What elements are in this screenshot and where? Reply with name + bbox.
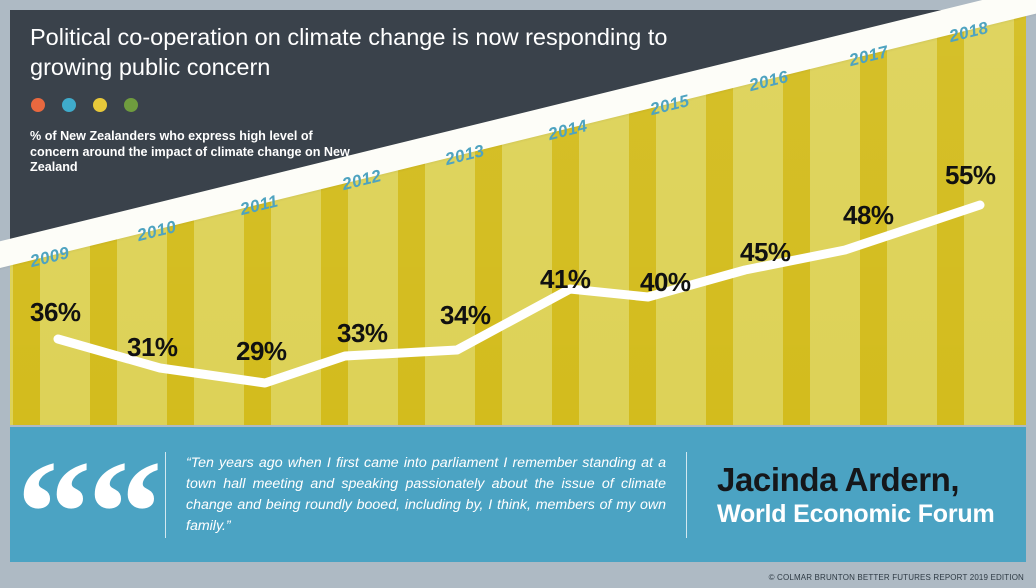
value-label-2012: 33% (337, 318, 388, 348)
value-label-2015: 40% (640, 267, 691, 297)
quote-divider-left (165, 451, 166, 538)
attribution-org: World Economic Forum (717, 499, 995, 528)
quote-mark-icon: ““ (16, 429, 163, 588)
dot-blue-icon (62, 98, 76, 112)
copyright-text: © COLMAR BRUNTON BETTER FUTURES REPORT 2… (768, 573, 1024, 582)
value-label-2011: 29% (236, 336, 287, 366)
chart-subtitle: % of New Zealanders who express high lev… (30, 129, 350, 175)
value-label-2017: 48% (843, 200, 894, 230)
quote-band: ““ “Ten years ago when I first came into… (10, 427, 1026, 588)
quote-attribution: Jacinda Ardern, World Economic Forum (687, 461, 1026, 529)
value-label-2013: 34% (440, 300, 491, 330)
value-label-2009: 36% (30, 297, 81, 327)
attribution-name: Jacinda Ardern, (717, 460, 960, 498)
page-title: Political co-operation on climate change… (30, 24, 668, 80)
dot-green-icon (124, 98, 138, 112)
quote-text: “Ten years ago when I first came into pa… (186, 454, 666, 534)
footer-bar (0, 562, 1036, 588)
value-label-2016: 45% (740, 237, 791, 267)
quote-divider-right (686, 451, 687, 538)
brand-dot-row (31, 98, 138, 112)
value-label-2014: 41% (540, 264, 591, 294)
dot-orange-icon (31, 98, 45, 112)
dot-yellow-icon (93, 98, 107, 112)
value-label-2018: 55% (945, 160, 996, 190)
value-label-2010: 31% (127, 332, 178, 362)
